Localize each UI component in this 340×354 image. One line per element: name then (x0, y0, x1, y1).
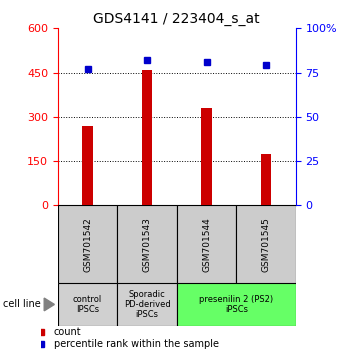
Text: GSM701543: GSM701543 (142, 217, 152, 272)
Bar (177, 283, 296, 326)
Bar (177, 205, 236, 283)
Text: GSM701544: GSM701544 (202, 217, 211, 272)
Bar (261, 154, 271, 205)
Bar (82, 126, 93, 205)
Bar (201, 108, 212, 205)
Bar (236, 205, 296, 283)
Text: Sporadic
PD-derived
iPSCs: Sporadic PD-derived iPSCs (124, 290, 170, 319)
Text: count: count (54, 327, 81, 337)
Text: GSM701542: GSM701542 (83, 217, 92, 272)
Text: presenilin 2 (PS2)
iPSCs: presenilin 2 (PS2) iPSCs (199, 295, 273, 314)
Bar (117, 283, 177, 326)
Text: control
IPSCs: control IPSCs (73, 295, 102, 314)
Text: GSM701545: GSM701545 (261, 217, 271, 272)
Text: percentile rank within the sample: percentile rank within the sample (54, 339, 219, 349)
Bar (58, 205, 117, 283)
Bar (117, 205, 177, 283)
Title: GDS4141 / 223404_s_at: GDS4141 / 223404_s_at (94, 12, 260, 26)
Bar (58, 283, 117, 326)
Text: cell line: cell line (3, 299, 41, 309)
Bar (142, 70, 152, 205)
